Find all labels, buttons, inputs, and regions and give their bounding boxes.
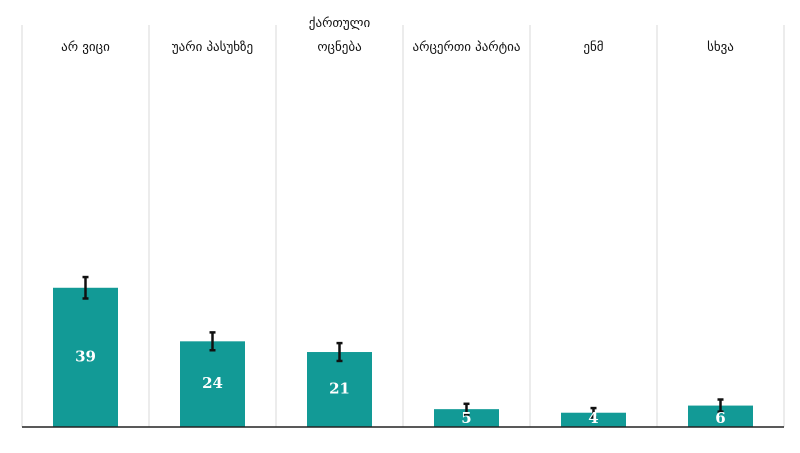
bar [688,405,753,427]
value-label: 5 [461,409,471,427]
bar [307,352,372,427]
value-label: 6 [715,409,725,427]
value-label: 39 [75,347,96,365]
bar [53,287,118,427]
bar [180,341,245,427]
category-label: არცერთი პარტია [412,40,521,55]
bar [561,412,626,427]
category-label: არ ვიცი [61,40,110,55]
category-label: უარი პასუხზე [171,40,254,55]
value-label: 21 [329,380,350,398]
value-label: 24 [202,374,223,392]
bar [434,409,499,427]
category-label: სხვა [707,40,734,55]
value-label: 4 [588,409,598,427]
category-label: ენმ [583,40,604,55]
category-label: ქართული ოცნება [308,16,371,55]
